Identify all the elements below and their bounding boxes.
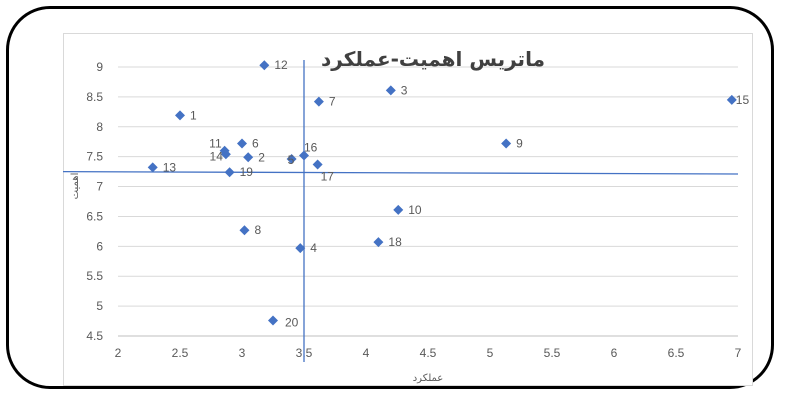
y-tick-label: 5.5 [86, 269, 103, 283]
y-tick-label: 6 [96, 239, 103, 253]
data-point [726, 94, 737, 105]
data-point [313, 96, 324, 107]
x-tick-label: 7 [735, 346, 742, 360]
data-label: 8 [254, 223, 261, 237]
data-label: 12 [274, 58, 288, 72]
data-label: 13 [163, 160, 177, 174]
data-label: 3 [401, 83, 408, 97]
data-point [501, 138, 512, 149]
data-label: 18 [388, 235, 402, 249]
data-point [237, 138, 247, 149]
data-label: 6 [252, 137, 259, 151]
data-point [239, 225, 250, 236]
x-tick-label: 6.5 [668, 346, 685, 360]
x-tick-label: 2 [115, 346, 122, 360]
data-label: 4 [310, 241, 317, 255]
data-point [286, 154, 297, 165]
data-label: 19 [240, 165, 254, 179]
data-label: 7 [329, 95, 336, 109]
x-axis-label: عملکرد [413, 373, 444, 384]
data-point [268, 315, 278, 326]
x-tick-label: 5 [487, 346, 494, 360]
data-point [373, 237, 384, 248]
data-label: 10 [408, 203, 422, 217]
data-label: 2 [258, 150, 265, 164]
x-tick-label: 2.5 [172, 346, 189, 360]
data-point [299, 150, 309, 161]
y-tick-label: 4.5 [86, 329, 103, 343]
data-label: 16 [304, 140, 318, 154]
data-label: 5 [288, 153, 295, 167]
chart-area [63, 33, 753, 386]
x-tick-label: 6 [611, 346, 618, 360]
y-tick-label: 8 [96, 120, 103, 134]
data-label: 14 [210, 149, 224, 163]
y-tick-label: 7 [96, 180, 103, 194]
data-point [295, 243, 306, 254]
horizontal-reference-line [62, 170, 739, 175]
data-point [393, 204, 404, 215]
data-point [220, 149, 231, 160]
data-label: 9 [516, 137, 523, 151]
y-tick-label: 5 [96, 299, 103, 313]
x-tick-label: 3 [239, 346, 246, 360]
data-label: 17 [321, 169, 335, 183]
data-point [312, 159, 323, 170]
y-axis-label: اهمیت [70, 173, 81, 200]
data-label: 15 [736, 93, 750, 107]
data-label: 1 [190, 108, 197, 122]
y-tick-label: 7.5 [86, 150, 103, 164]
y-tick-label: 6.5 [86, 209, 103, 223]
y-tick-label: 9 [96, 60, 103, 74]
data-point [259, 60, 270, 71]
y-tick-label: 8.5 [86, 90, 103, 104]
data-point [147, 162, 158, 173]
data-point [385, 85, 396, 96]
x-tick-label: 4 [363, 346, 370, 360]
x-tick-label: 5.5 [544, 346, 561, 360]
data-point [243, 152, 254, 163]
data-label: 20 [285, 315, 299, 329]
data-label: 11 [209, 137, 222, 151]
data-point [175, 110, 185, 121]
chart-title: ماتریس اهمیت-عملکرد [321, 47, 545, 71]
data-point [224, 167, 235, 178]
x-tick-label: 4.5 [420, 346, 437, 360]
